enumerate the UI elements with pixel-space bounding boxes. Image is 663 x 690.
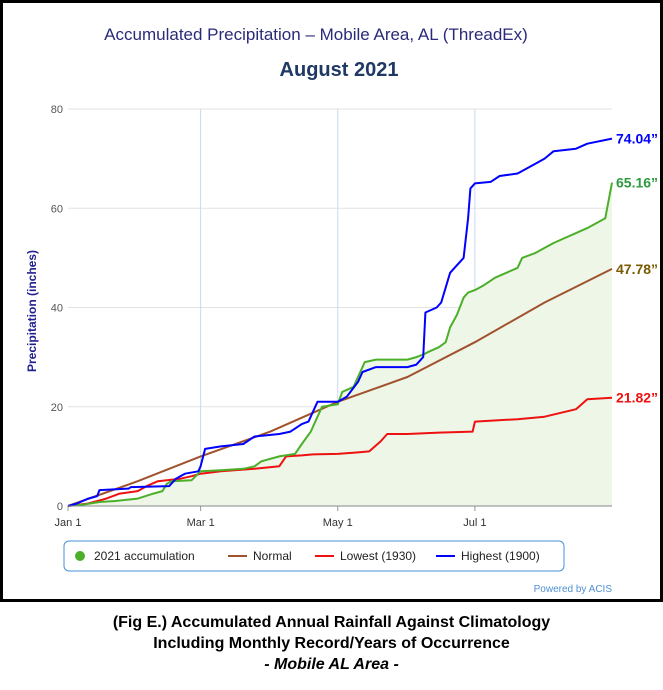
plot-area: 0 20 40 60 80 Jan 1 Mar 1 May 1 Jul 1 74.04” 65.16… xyxy=(51,104,658,529)
chart: Accumulated Precipitation – Mobile Area,… xyxy=(25,25,658,595)
y-tick-label: 20 xyxy=(51,402,63,414)
area-2021-accumulation xyxy=(68,182,612,506)
legend-label: 2021 accumulation xyxy=(94,549,195,563)
legend-marker xyxy=(75,551,85,561)
legend-label: Normal xyxy=(253,549,292,563)
x-tick-label: Mar 1 xyxy=(187,517,215,529)
legend-box xyxy=(63,540,565,572)
legend: 2021 accumulation Normal Lowest (1930) High… xyxy=(63,540,565,572)
y-tick-label: 60 xyxy=(51,203,63,215)
y-tick-label: 0 xyxy=(57,501,63,513)
chart-subtitle: August 2021 xyxy=(280,59,399,81)
x-tick-label: Jan 1 xyxy=(55,517,82,529)
series-line-highest-1900 xyxy=(67,137,613,507)
legend-label: Lowest (1930) xyxy=(340,549,416,563)
y-tick-label: 80 xyxy=(51,104,63,116)
x-tick-label: May 1 xyxy=(323,517,353,529)
end-value-label: 21.82” xyxy=(616,390,658,406)
end-value-label: 74.04” xyxy=(616,131,658,147)
y-tick-label: 40 xyxy=(51,303,63,315)
end-value-label: 65.16” xyxy=(616,175,658,191)
series-line-2021-accumulation xyxy=(67,182,613,507)
y-axis-label: Precipitation (inches) xyxy=(25,250,39,372)
chart-frame: Accumulated Precipitation – Mobile Area,… xyxy=(0,0,663,602)
figure-caption: (Fig E.) Accumulated Annual Rainfall Aga… xyxy=(0,612,663,675)
chart-title: Accumulated Precipitation – Mobile Area,… xyxy=(104,25,528,44)
x-tick-label: Jul 1 xyxy=(463,517,486,529)
legend-label: Highest (1900) xyxy=(461,549,540,563)
caption-line-3: - Mobile AL Area - xyxy=(264,656,399,673)
credit-text[interactable]: Powered by ACIS xyxy=(534,584,613,595)
caption-line-2: Including Monthly Record/Years of Occurr… xyxy=(153,635,510,652)
caption-line-1: (Fig E.) Accumulated Annual Rainfall Aga… xyxy=(112,614,551,631)
end-value-label: 47.78” xyxy=(616,261,658,277)
